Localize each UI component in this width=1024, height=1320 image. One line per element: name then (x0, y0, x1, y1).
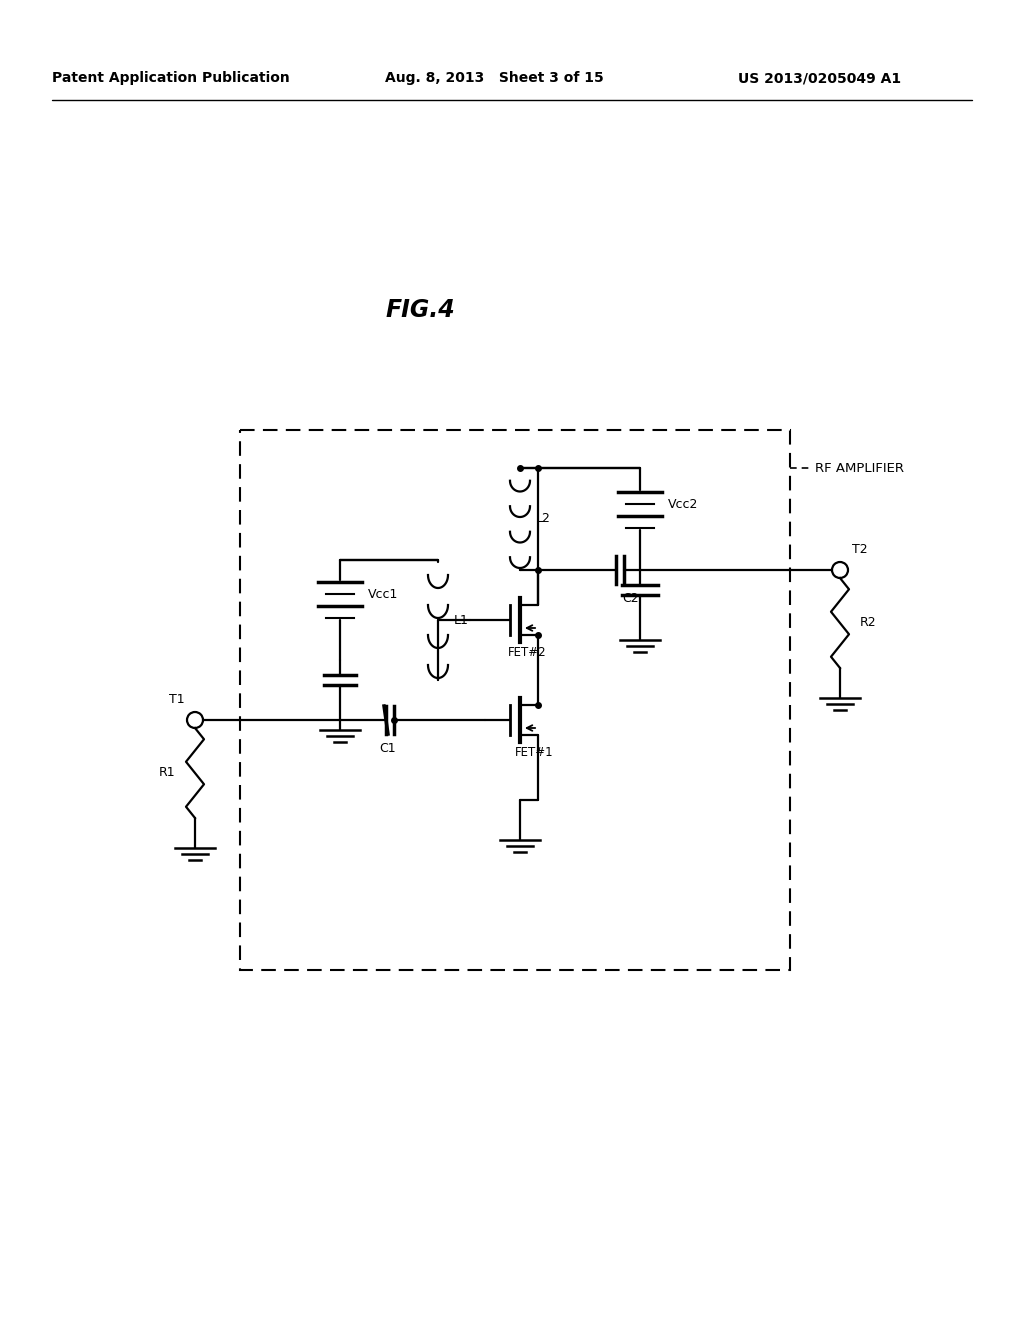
Text: US 2013/0205049 A1: US 2013/0205049 A1 (738, 71, 901, 84)
Text: FET#2: FET#2 (508, 645, 547, 659)
Text: FIG.4: FIG.4 (385, 298, 455, 322)
Text: Vcc2: Vcc2 (668, 498, 698, 511)
Text: T1: T1 (169, 693, 185, 706)
Text: RF AMPLIFIER: RF AMPLIFIER (815, 462, 904, 474)
Text: Patent Application Publication: Patent Application Publication (52, 71, 290, 84)
Text: R2: R2 (860, 616, 877, 630)
Text: L2: L2 (536, 512, 551, 525)
Text: C1: C1 (380, 742, 396, 755)
Text: R1: R1 (159, 767, 175, 780)
Text: Vcc1: Vcc1 (368, 587, 398, 601)
Text: Aug. 8, 2013   Sheet 3 of 15: Aug. 8, 2013 Sheet 3 of 15 (385, 71, 604, 84)
Text: FET#1: FET#1 (515, 746, 554, 759)
Text: L1: L1 (454, 614, 469, 627)
Text: C2: C2 (622, 591, 639, 605)
Text: T2: T2 (852, 543, 867, 556)
